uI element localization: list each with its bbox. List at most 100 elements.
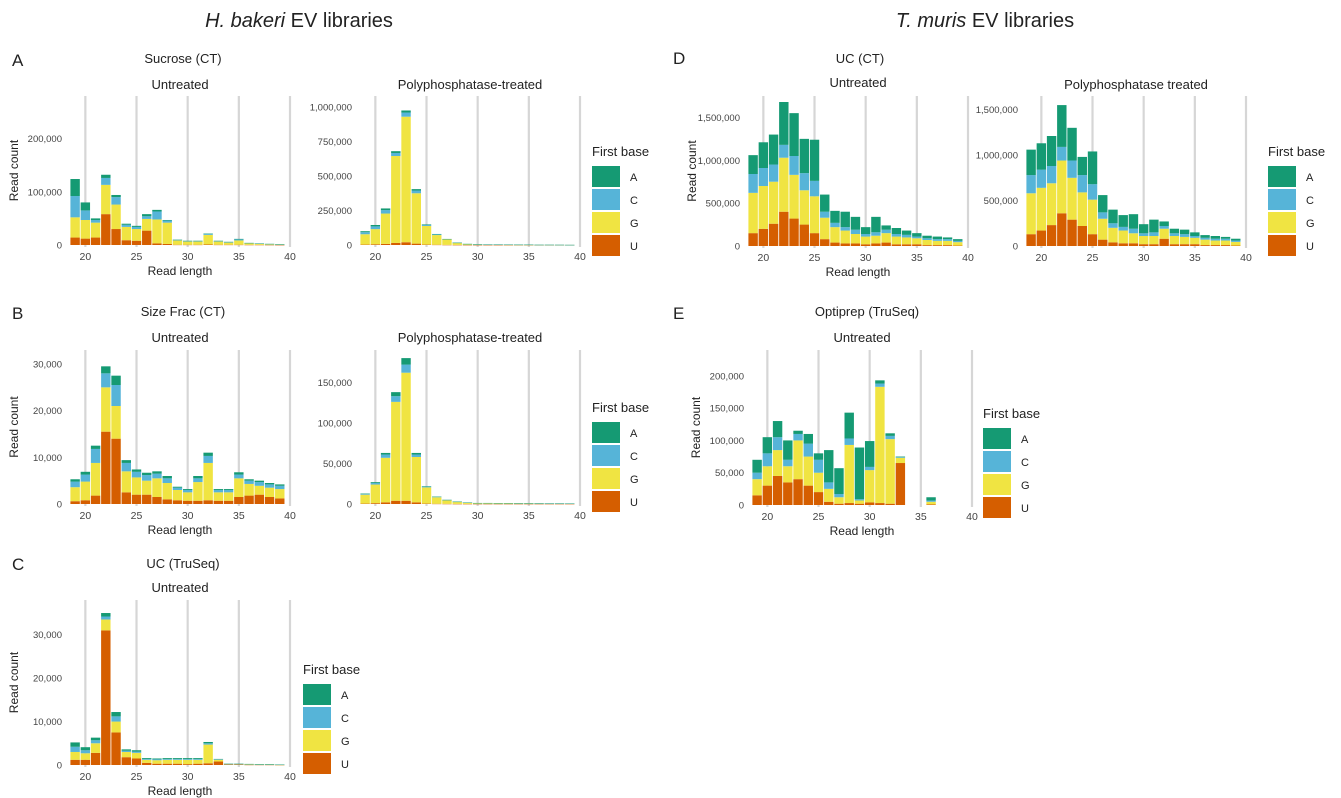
bar-segment-a — [783, 440, 793, 460]
bar-segment-c — [121, 224, 131, 227]
bar-segment-g — [421, 225, 432, 245]
x-tick-label: 25 — [421, 510, 433, 522]
bar-segment-a — [779, 102, 789, 145]
bar-segment-g — [942, 240, 953, 246]
bar-segment-u — [264, 497, 275, 504]
bar-segment-c — [121, 462, 131, 472]
bar-segment-g — [830, 227, 840, 243]
bar-segment-u — [1200, 245, 1210, 246]
bar-segment-c — [223, 242, 234, 243]
bar-segment-g — [452, 501, 462, 504]
x-tick-label: 25 — [421, 251, 433, 263]
bar-segment-a — [891, 228, 902, 234]
bar-segment-a — [1046, 136, 1057, 166]
y-tick-label: 100,000 — [710, 436, 744, 447]
bar-segment-g — [360, 494, 370, 504]
bar-segment-g — [172, 759, 183, 764]
bar-segment-g — [503, 503, 514, 504]
bar-segment-a — [182, 758, 193, 759]
bar-segment-g — [162, 483, 172, 500]
legend-label: C — [630, 195, 638, 207]
bar-segment-c — [223, 490, 234, 493]
bar-segment-g — [70, 217, 80, 238]
bar-segment-a — [152, 471, 162, 474]
bar-segment-c — [203, 455, 213, 463]
header-right: T. muris EV libraries — [896, 10, 1074, 32]
bar-segment-a — [932, 236, 943, 240]
bar-segment-u — [820, 239, 830, 246]
bar-segment-g — [472, 503, 483, 504]
bar-segment-g — [813, 472, 824, 493]
y-tick-label: 0 — [739, 501, 744, 512]
bar-segment-g — [152, 478, 162, 497]
x-tick-label: 30 — [182, 251, 194, 263]
bar-segment-u — [80, 238, 91, 245]
bar-segment-g — [864, 470, 875, 503]
bar-segment-a — [380, 208, 391, 211]
bar-segment-c — [111, 197, 121, 205]
bar-segment-a — [1128, 214, 1139, 229]
bar-segment-g — [748, 192, 758, 234]
bar-segment-u — [860, 244, 871, 246]
chart-title: Untreated — [833, 330, 890, 345]
bar-segment-a — [121, 749, 131, 751]
bar-segment-g — [462, 243, 473, 245]
bar-segment-g — [121, 226, 131, 241]
bar-segment-a — [193, 476, 203, 479]
bar-segment-g — [193, 759, 203, 764]
bar-segment-u — [789, 218, 799, 246]
y-axis-label: Read count — [689, 396, 703, 458]
bar-segment-c — [142, 758, 152, 760]
bar-segment-c — [172, 487, 183, 490]
bar-segment-u — [203, 244, 213, 245]
bar-segment-a — [844, 412, 854, 439]
bar-segment-a — [182, 489, 193, 490]
bar-segment-a — [1026, 149, 1036, 176]
bar-segment-u — [752, 495, 762, 505]
bar-segment-g — [182, 241, 193, 245]
bar-segment-u — [401, 500, 411, 504]
bar-segment-g — [1067, 177, 1077, 220]
bar-segment-c — [854, 499, 865, 501]
bar-segment-g — [844, 444, 854, 504]
bar-segment-g — [264, 487, 275, 497]
bar-segment-a — [864, 441, 875, 467]
bar-segment-c — [101, 373, 111, 388]
bar-segment-c — [953, 240, 963, 243]
bar-segment-u — [1046, 225, 1057, 246]
bar-segment-u — [922, 245, 932, 246]
chart-b-untreated: Untreated 20 25 30 35 40 0 10,000 20,000 30,000 Re… — [7, 330, 296, 537]
bar-segment-c — [922, 238, 932, 240]
bar-segment-g — [142, 759, 152, 763]
bar-segment-a — [953, 239, 963, 241]
legend-label: G — [1306, 218, 1315, 230]
bar-segment-a — [830, 210, 840, 223]
bar-segment-g — [213, 241, 224, 245]
bar-segment-c — [864, 466, 875, 471]
bar-segment-a — [90, 445, 101, 449]
legend-swatch-g — [592, 468, 620, 489]
legend-label: C — [630, 451, 638, 463]
bar-segment-g — [1128, 233, 1139, 244]
x-tick-label: 20 — [80, 510, 92, 522]
bar-segment-g — [1210, 240, 1221, 246]
legend-swatch-c — [983, 451, 1011, 472]
bar-segment-a — [213, 489, 224, 490]
legend-label: G — [630, 218, 639, 230]
y-axis-label: Read count — [7, 396, 21, 458]
bar-segment-u — [152, 243, 162, 245]
bar-segment-g — [111, 406, 121, 439]
bar-segment-g — [901, 237, 912, 245]
bar-segment-u — [758, 228, 769, 246]
y-tick-label: 1,000,000 — [976, 151, 1018, 162]
y-tick-label: 10,000 — [33, 453, 62, 464]
bar-segment-u — [121, 492, 131, 504]
bar-segment-a — [80, 471, 91, 475]
bar-segment-c — [254, 482, 265, 486]
section-letter-b: B — [12, 304, 23, 323]
bar-segment-a — [1118, 215, 1128, 227]
bar-segment-u — [854, 503, 865, 505]
bar-segment-a — [101, 613, 111, 617]
bar-segment-g — [779, 157, 789, 212]
